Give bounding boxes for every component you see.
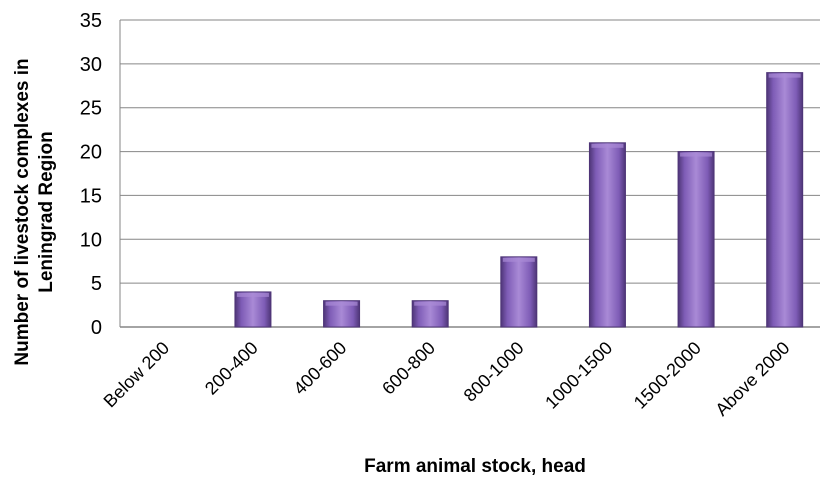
y-tick-label: 30 xyxy=(80,54,102,76)
y-tick-label: 5 xyxy=(91,273,102,295)
y-tick-label: 20 xyxy=(80,142,102,164)
y-tick-label: 15 xyxy=(80,185,102,207)
bar-bevel xyxy=(325,301,358,306)
bar xyxy=(234,291,272,328)
x-axis-ticks: Below 200 200-400 400-600 600-800 800-1000 10… xyxy=(100,338,794,420)
y-tick-label: 0 xyxy=(91,317,102,339)
x-axis-title: Farm animal stock, head xyxy=(364,456,586,477)
bar-bevel xyxy=(680,152,713,157)
bar-bevel xyxy=(502,257,535,262)
bar-bevel xyxy=(236,292,269,297)
y-tick-label: 35 xyxy=(80,10,102,32)
y-axis-title-line1: Number of livestock complexes in xyxy=(12,58,33,365)
bar xyxy=(588,142,626,328)
x-tick-label: 200-400 xyxy=(201,338,262,399)
bar-bevel xyxy=(768,73,801,78)
y-tick-label: 10 xyxy=(80,229,102,251)
bar xyxy=(677,151,715,328)
bar xyxy=(500,256,538,328)
x-tick-label: 400-600 xyxy=(290,338,351,399)
x-tick-label: 1000-1500 xyxy=(541,338,616,413)
y-axis-title: Number of livestock complexes in Leningr… xyxy=(12,58,57,365)
x-tick-label: Below 200 xyxy=(100,338,174,412)
x-tick-label: Above 2000 xyxy=(711,338,793,420)
bar-bevel xyxy=(414,301,447,306)
y-axis-title-line2: Leningrad Region xyxy=(36,131,57,293)
y-axis-ticks: 0 5 10 15 20 25 30 35 xyxy=(80,10,102,339)
x-tick-label: 600-800 xyxy=(378,338,439,399)
x-tick-label: 1500-2000 xyxy=(630,338,705,413)
gridlines xyxy=(119,19,820,328)
x-tick-label: 800-1000 xyxy=(460,338,528,406)
bars xyxy=(234,72,804,328)
bar-bevel xyxy=(591,143,624,148)
bar xyxy=(766,72,804,328)
y-tick-label: 25 xyxy=(80,98,102,120)
